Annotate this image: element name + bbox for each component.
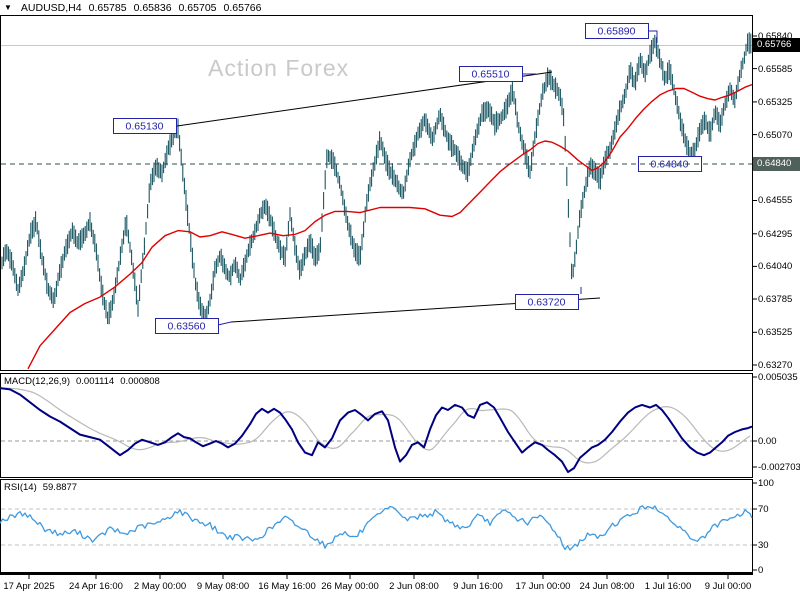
x-axis-tick-label: 24 Apr 16:00 — [69, 581, 123, 592]
price-low: 0.65705 — [178, 1, 217, 14]
macd-scale-label: 0.00 — [758, 436, 777, 447]
x-axis-tick-label: 9 Jul 00:00 — [704, 581, 752, 592]
y-axis-tick-label: 0.65840 — [758, 31, 793, 42]
x-axis-tick-label: 16 May 16:00 — [258, 581, 316, 592]
macd-value-main: 0.001114 — [76, 376, 115, 387]
y-axis-tick-label: 0.65585 — [758, 63, 793, 75]
rsi-scale-label: 70 — [758, 504, 769, 515]
macd-main-line — [0, 387, 753, 473]
y-axis-tick-label: 0.64295 — [758, 228, 793, 240]
rsi-value: 59.8877 — [42, 482, 78, 493]
current-price-box: 0.65766 — [753, 38, 800, 53]
macd-title: MACD(12,26,9) — [4, 376, 70, 387]
rsi-scale-label: 100 — [758, 478, 774, 489]
rsi-line — [0, 505, 753, 551]
rsi-scale-label: 30 — [758, 540, 769, 551]
symbol-dropdown-icon[interactable]: ▼ — [4, 2, 12, 12]
price-label-box-063560[interactable]: 0.63560 — [155, 318, 219, 334]
y-axis-tick-label: 0.63270 — [758, 359, 793, 371]
rsi-title: RSI(14) — [4, 482, 37, 493]
ma-line — [27, 83, 753, 370]
y-axis-tick-label: 0.63525 — [758, 327, 793, 339]
price-close: 0.65766 — [223, 1, 262, 14]
svg-text:0.65510: 0.65510 — [472, 69, 510, 81]
price-label-box-065130[interactable]: 0.65130 — [113, 118, 177, 134]
x-axis-tick-label: 24 Jun 08:00 — [579, 581, 635, 592]
svg-text:0.65130: 0.65130 — [126, 121, 164, 133]
price-bars — [1, 32, 752, 327]
macd-signal-line — [0, 387, 751, 464]
svg-text:0.65890: 0.65890 — [598, 26, 636, 38]
x-axis-tick-label: 9 May 08:00 — [196, 581, 250, 592]
rsi-scale-label: 0 — [758, 565, 764, 576]
x-axis-tick-label: 26 May 00:00 — [321, 581, 379, 592]
macd-scale-label: 0.005035 — [758, 372, 798, 383]
x-axis-tick-label: 17 Jun 00:00 — [515, 581, 571, 592]
macd-scale-label: -0.002703 — [758, 462, 800, 473]
svg-text:0.63720: 0.63720 — [528, 297, 566, 309]
price-label-box-065510[interactable]: 0.65510 — [459, 66, 523, 82]
price-label-box-065890[interactable]: 0.65890 — [585, 23, 649, 39]
y-axis-tick-label: 0.65070 — [758, 129, 793, 141]
rsi-header: RSI(14) 59.8877 — [4, 482, 77, 493]
level-price-box: 0.64840 — [753, 157, 800, 171]
x-axis-tick-label: 1 Jul 16:00 — [644, 581, 692, 592]
price-label-box-063720[interactable]: 0.63720 — [515, 294, 579, 310]
main-panel-frame — [0, 15, 753, 371]
symbol-label: AUDUSD,H4 — [20, 1, 82, 14]
price-open: 0.65785 — [88, 1, 127, 14]
x-axis-tick-label: 2 May 00:00 — [133, 581, 187, 592]
y-axis-tick-label: 0.64040 — [758, 261, 793, 273]
rsi-panel-frame — [0, 479, 753, 573]
svg-text:0.63560: 0.63560 — [168, 321, 206, 333]
price-high: 0.65836 — [133, 1, 172, 14]
y-axis-tick-label: 0.63785 — [758, 294, 793, 306]
x-axis-tick-label: 9 Jun 16:00 — [453, 581, 503, 592]
watermark: Action Forex — [208, 55, 350, 81]
x-axis-tick-label: 17 Apr 2025 — [3, 581, 55, 592]
macd-header: MACD(12,26,9) 0.001114 0.000808 — [4, 376, 160, 387]
macd-value-signal: 0.000808 — [120, 376, 160, 387]
annotation-connector — [217, 321, 232, 326]
macd-panel-frame — [0, 373, 753, 478]
y-axis-tick-label: 0.64555 — [758, 195, 793, 207]
y-axis-tick-label: 0.65325 — [758, 96, 793, 108]
x-axis-tick-label: 2 Jun 08:00 — [389, 581, 439, 592]
chart-header: ▼ AUDUSD,H4 0.65785 0.65836 0.65705 0.65… — [4, 1, 261, 14]
annotation-connector — [648, 30, 658, 43]
